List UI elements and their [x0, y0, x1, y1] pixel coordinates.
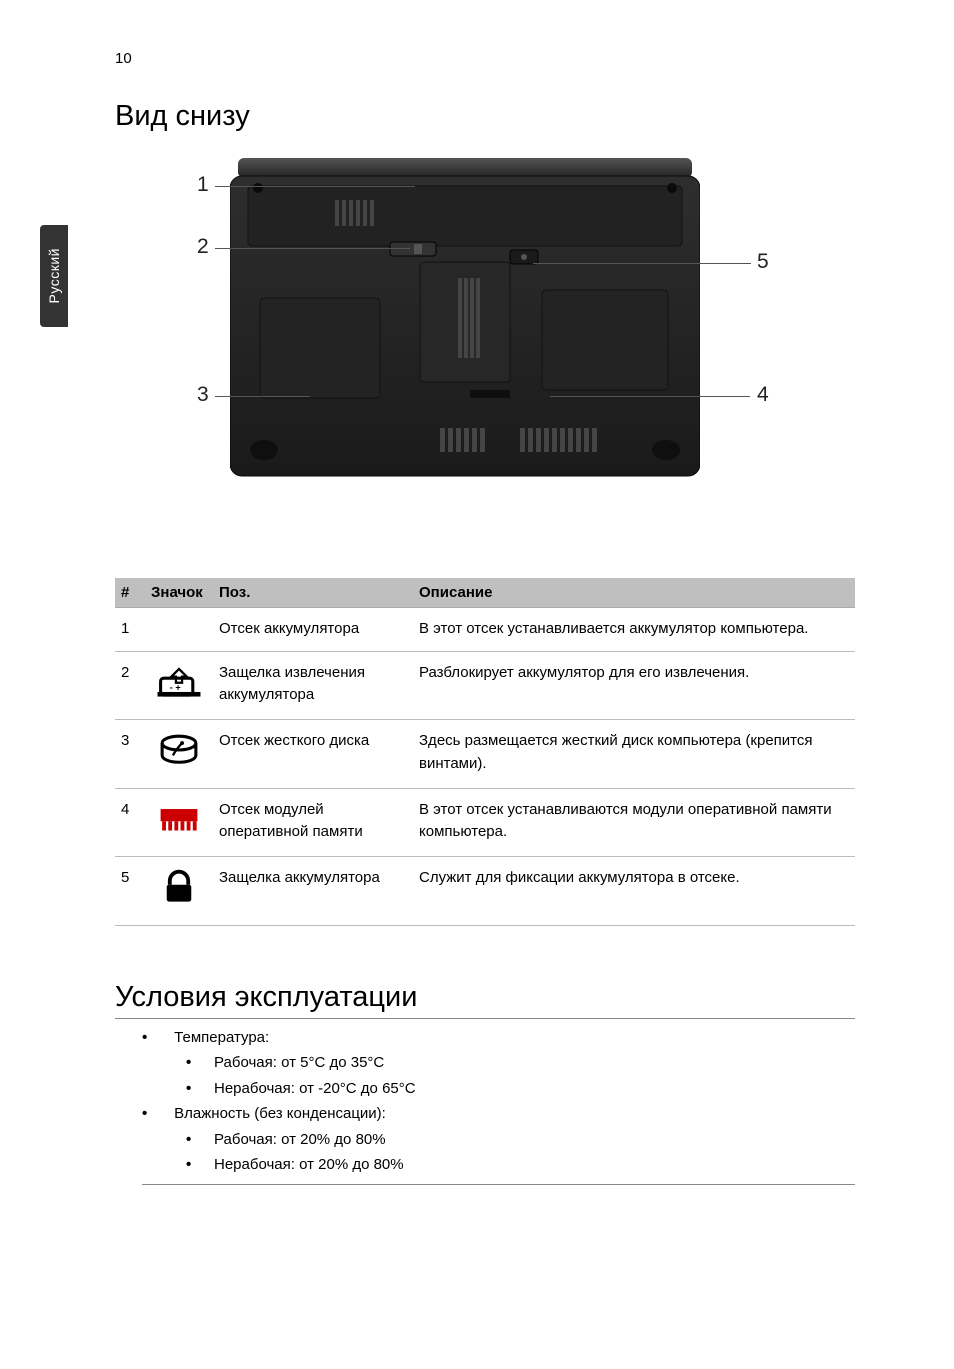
cell-desc: В этот отсек устанавливаются модули опер…: [413, 788, 855, 857]
cell-desc: В этот отсек устанавливается аккумулятор…: [413, 608, 855, 652]
table-row: 4 Отсек модулей оперативной памяти В это…: [115, 788, 855, 857]
cell-icon: [145, 788, 213, 857]
ram-icon: [156, 799, 202, 839]
cell-desc: Служит для фиксации аккумулятора в отсек…: [413, 857, 855, 926]
section2-title: Условия эксплуатации: [115, 981, 855, 1019]
cell-pos: Отсек модулей оперативной памяти: [213, 788, 413, 857]
callout-3: 3: [197, 383, 209, 407]
callout-2: 2: [197, 235, 209, 259]
env-temp: Температура: Рабочая: от 5°C до 35°C Нер…: [142, 1025, 855, 1102]
table-row: 5 Защелка аккумулятора Служит для фиксац…: [115, 857, 855, 926]
table-row: 2 - + Защелка извлечения аккумулятора Ра…: [115, 651, 855, 720]
cell-desc: Здесь размещается жесткий диск компьютер…: [413, 720, 855, 789]
env-humidity-label: Влажность (без конденсации):: [174, 1105, 386, 1122]
table-row: 1 Отсек аккумулятора В этот отсек устана…: [115, 608, 855, 652]
cell-icon: [145, 857, 213, 926]
th-icon: Значок: [145, 578, 213, 608]
cell-pos: Защелка аккумулятора: [213, 857, 413, 926]
environment-section: Условия эксплуатации Температура: Рабоча…: [115, 981, 855, 1185]
language-tab: Русский: [40, 225, 68, 327]
cell-pos: Отсек жесткого диска: [213, 720, 413, 789]
env-temp-label: Температура:: [174, 1029, 269, 1046]
section1-title: Вид снизу: [115, 100, 855, 133]
callout-line: [550, 396, 750, 397]
callout-1: 1: [197, 173, 209, 197]
cell-icon: [145, 608, 213, 652]
svg-text:- +: - +: [170, 682, 181, 692]
env-temp-operating: Рабочая: от 5°C до 35°C: [186, 1050, 855, 1076]
th-desc: Описание: [413, 578, 855, 608]
callout-5: 5: [757, 250, 769, 274]
cell-desc: Разблокирует аккумулятор для его извлече…: [413, 651, 855, 720]
cell-num: 5: [115, 857, 145, 926]
env-list: Температура: Рабочая: от 5°C до 35°C Нер…: [142, 1025, 855, 1185]
table-row: 3 Отсек жесткого диска Здесь размещается…: [115, 720, 855, 789]
page-number: 10: [115, 50, 132, 67]
bottom-view-figure: 1 2 3 4 5: [155, 158, 775, 528]
cell-pos: Отсек аккумулятора: [213, 608, 413, 652]
env-temp-nonoperating: Нерабочая: от -20°C до 65°C: [186, 1076, 855, 1102]
bottom-view-table: # Значок Поз. Описание 1 Отсек аккумулят…: [115, 578, 855, 926]
cell-num: 1: [115, 608, 145, 652]
callout-line: [533, 263, 751, 264]
env-humidity-operating: Рабочая: от 20% до 80%: [186, 1127, 855, 1153]
env-humidity: Влажность (без конденсации): Рабочая: от…: [142, 1101, 855, 1178]
cell-num: 2: [115, 651, 145, 720]
callout-line: [215, 248, 410, 249]
cell-pos: Защелка извлечения аккумулятора: [213, 651, 413, 720]
callout-line: [215, 396, 310, 397]
cell-icon: [145, 720, 213, 789]
lock-icon: [156, 867, 202, 907]
language-tab-label: Русский: [46, 248, 62, 303]
cell-num: 3: [115, 720, 145, 789]
th-num: #: [115, 578, 145, 608]
env-humidity-nonoperating: Нерабочая: от 20% до 80%: [186, 1152, 855, 1178]
cell-num: 4: [115, 788, 145, 857]
callout-4: 4: [757, 383, 769, 407]
page-content: Вид снизу: [115, 100, 855, 1185]
battery-release-icon: - +: [156, 662, 202, 702]
cell-icon: - +: [145, 651, 213, 720]
hdd-icon: [156, 730, 202, 770]
laptop-bottom-diagram: [230, 158, 700, 484]
callout-line: [215, 186, 415, 187]
th-pos: Поз.: [213, 578, 413, 608]
